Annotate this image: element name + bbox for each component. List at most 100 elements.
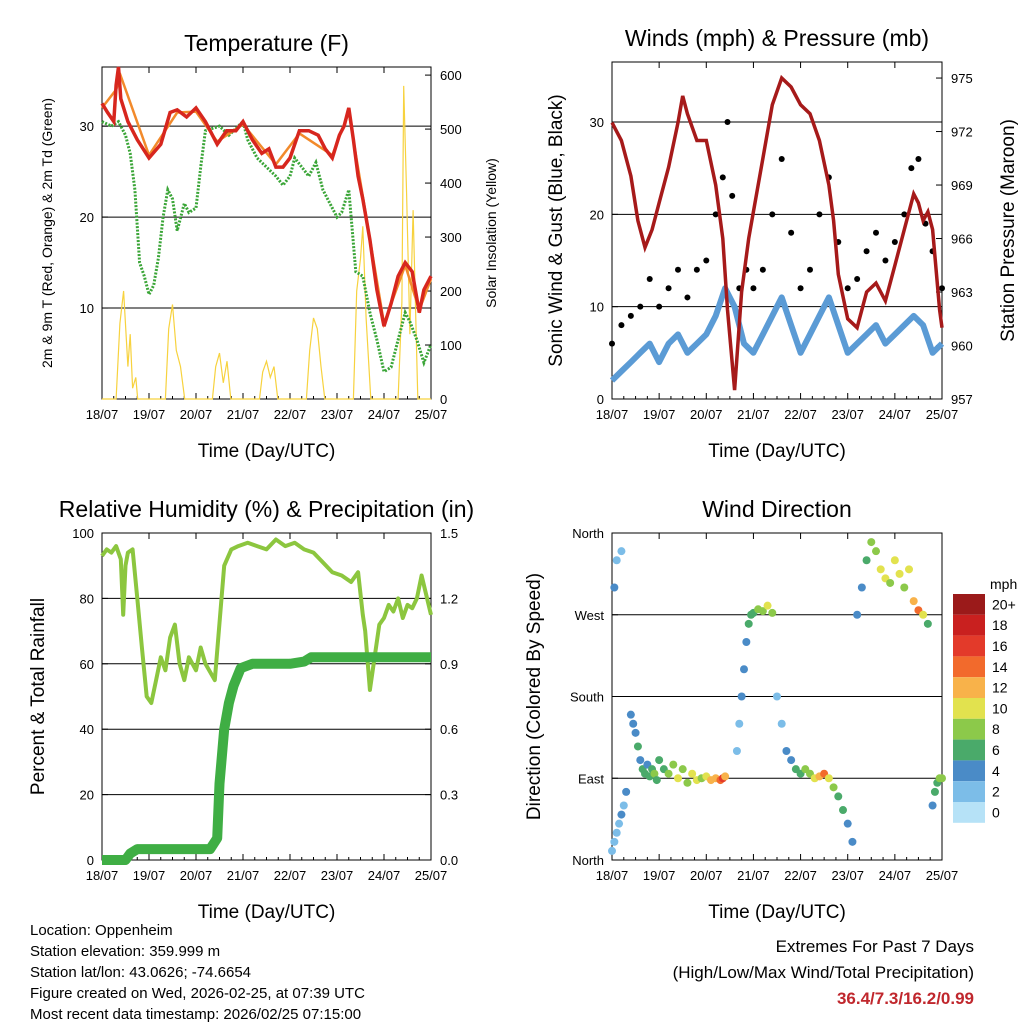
direction-point [768,608,777,617]
direction-point [895,569,904,578]
series-relative-humidity [100,537,433,705]
latlon-text: Station lat/lon: 43.0626; -74.6654 [30,964,252,981]
gust-point [665,285,672,292]
legend-label: 4 [992,763,1000,779]
direction-point [928,801,937,810]
x-tick-label: 21/07 [737,868,770,883]
y-right-axis-label: Solar Insolation (Yellow) [483,158,499,308]
x-tick-label: 23/07 [321,868,354,883]
gust-point [844,285,851,292]
gust-point [618,322,625,329]
y-tick-label: 20 [590,207,604,222]
panel-temperature: Temperature (F) Time (Day/UTC) 18/07 19/07 2… [39,30,499,462]
x-tick-label: 20/07 [180,868,213,883]
x-tick-label: 25/07 [926,868,959,883]
y-right-tick-label: 100 [440,338,462,353]
gust-point [769,211,776,218]
legend-swatch [953,739,985,761]
y-tick-label: North [572,853,604,868]
x-tick-label: 24/07 [879,868,912,883]
direction-point [777,719,786,728]
y-right-tick-label: 960 [951,339,973,354]
elevation-text: Station elevation: 359.999 m [30,943,221,960]
gust-point [719,174,726,181]
x-tick-label: 21/07 [227,868,260,883]
gust-point [816,211,823,218]
x-tick-label: 25/07 [415,868,448,883]
x-tick-label: 21/07 [227,407,260,422]
y-tick-label: 60 [80,657,94,672]
x-tick-label: 19/07 [643,407,676,422]
direction-point [890,556,899,565]
direction-point [930,787,939,796]
x-axis-label: Time (Day/UTC) [198,902,336,923]
direction-point [664,769,673,778]
gust-point [908,165,915,172]
plot-frame [611,61,943,400]
legend-label: 6 [992,742,1000,758]
series-9m-temperature [101,72,433,329]
legend-swatch [953,718,985,740]
y-right-tick-label: 0 [440,392,447,407]
direction-point [669,760,678,769]
direction-point [655,756,664,765]
gust-point [788,229,795,236]
station-info: Location: Oppenheim Station elevation: 3… [30,920,365,1025]
x-tick-label: 25/07 [926,407,959,422]
direction-point [763,601,772,610]
created-text: Figure created on Wed, 2026-02-25, at 07… [30,985,365,1002]
x-axis-label: Time (Day/UTC) [708,441,846,462]
legend-label: 8 [992,721,1000,737]
series-2m-dewpoint [101,118,433,375]
direction-point [857,583,866,592]
legend-label: 18 [992,617,1008,633]
direction-point [610,837,619,846]
legend-label: 14 [992,659,1008,675]
gust-point [724,119,731,126]
direction-point [758,607,767,616]
gust-point [684,294,691,301]
y-axis-label: 2m & 9m T (Red, Orange) & 2m Td (Green) [39,98,55,368]
gust-point [797,285,804,292]
chart-title: Relative Humidity (%) & Precipitation (i… [59,496,474,522]
direction-point [678,765,687,774]
direction-point [900,583,909,592]
x-tick-label: 19/07 [133,868,166,883]
y-right-tick-label: 1.5 [440,526,458,541]
location-text: Location: Oppenheim [30,922,173,939]
direction-point [862,556,871,565]
panel-winds-pressure: Winds (mph) & Pressure (mb) Time (Day/UTC… [546,25,1019,462]
legend-swatch [953,698,985,719]
x-tick-label: 18/07 [596,868,629,883]
extremes-box: Extremes For Past 7 Days (High/Low/Max W… [673,934,974,1012]
y-right-tick-label: 972 [951,125,973,140]
direction-point [735,719,744,728]
direction-point [905,565,913,574]
direction-point [867,538,876,547]
y-axis-label: Sonic Wind & Gust (Blue, Black) [546,94,567,366]
legend-swatch [953,656,985,678]
x-tick-label: 18/07 [596,407,629,422]
extremes-subtitle: (High/Low/Max Wind/Total Precipitation) [672,963,974,982]
y-tick-label: 80 [80,591,94,606]
y-tick-label: 20 [80,788,94,803]
y-right-tick-label: 200 [440,284,462,299]
y-tick-label: 40 [80,722,94,737]
direction-point [674,774,682,783]
panel-humidity-precip: Relative Humidity (%) & Precipitation (i… [28,496,474,923]
legend-title: mph [990,576,1017,592]
x-axis-label: Time (Day/UTC) [708,902,846,923]
gust-point [646,275,653,282]
gust-point [882,257,889,264]
gust-point [854,275,861,282]
x-tick-label: 19/07 [643,868,676,883]
y-right-tick-label: 500 [440,122,462,137]
gust-point [807,266,813,273]
y-tick-label: North [572,526,604,541]
legend-swatch [953,677,985,698]
x-tick-label: 23/07 [831,868,864,883]
y-tick-label: 10 [590,300,604,315]
x-tick-label: 19/07 [133,407,166,422]
series-station-pressure [610,74,944,391]
gust-point [863,248,870,255]
